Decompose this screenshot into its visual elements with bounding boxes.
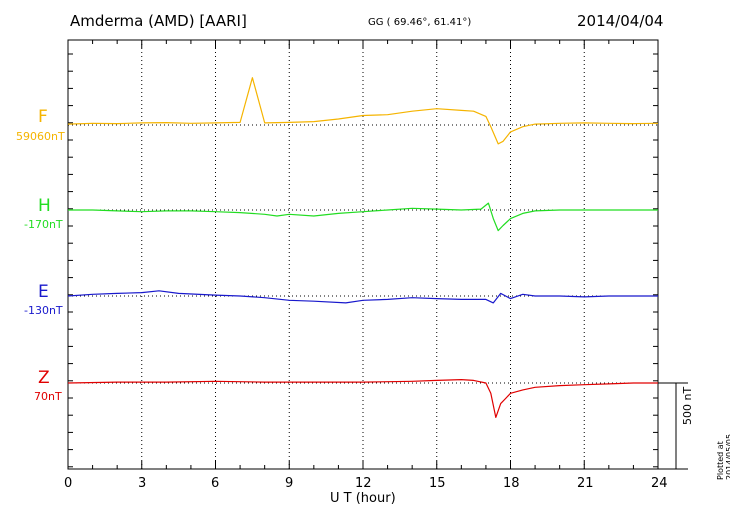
channel-f-label: F [38, 107, 48, 127]
date-label: 2014/04/04 [577, 12, 664, 30]
x-tick-label: 9 [285, 476, 294, 491]
channel-e-baseline: -130nT [24, 304, 63, 317]
channel-z-label: Z [38, 368, 50, 388]
series-group [67, 77, 659, 418]
channel-h-baseline: -170nT [24, 218, 63, 231]
x-tick-label: 21 [577, 476, 594, 491]
x-tick-label: 15 [429, 476, 446, 491]
scale-bar [658, 382, 688, 470]
series-line-h [68, 202, 658, 232]
series-line-e [67, 290, 658, 304]
channel-f-baseline: 59060nT [16, 130, 65, 143]
x-tick-label: 0 [64, 476, 73, 491]
x-tick-label: 24 [651, 476, 668, 491]
channel-z-baseline: 70nT [34, 390, 62, 403]
x-tick-label: 12 [355, 476, 372, 491]
series-line-z [67, 379, 658, 418]
x-tick-label: 3 [138, 476, 147, 491]
station-title: Amderma (AMD) [AARI] [70, 12, 247, 30]
x-tick-label: 6 [211, 476, 220, 491]
axis-ticks [67, 40, 659, 469]
series-line-f [67, 77, 659, 145]
geographic-coordinates: GG ( 69.46°, 61.41°) [368, 17, 472, 28]
channel-h-label: H [38, 196, 51, 216]
x-axis-label: U T (hour) [330, 491, 396, 506]
channel-e-label: E [38, 282, 49, 302]
grid [68, 40, 658, 469]
x-tick-label: 18 [503, 476, 520, 491]
